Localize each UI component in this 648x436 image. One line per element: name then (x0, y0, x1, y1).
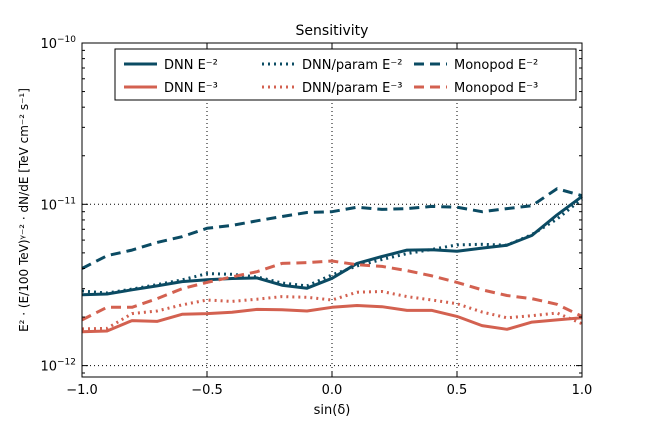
y-tick-label-base: 10 (40, 198, 57, 213)
legend-label-3: DNN E⁻³ (164, 81, 218, 96)
legend-label-2: Monopod E⁻² (454, 58, 538, 73)
chart-title: Sensitivity (296, 23, 369, 39)
legend-label-0: DNN E⁻² (164, 58, 218, 73)
x-tick-label: 0.0 (322, 383, 343, 398)
y-tick-label: 10−12 (40, 358, 76, 375)
y-tick-label-base: 10 (40, 37, 57, 52)
y-tick-label: 10−11 (40, 196, 76, 213)
x-axis-label: sin(δ) (314, 403, 351, 418)
series-line-4 (81, 290, 583, 331)
series-line-3 (81, 304, 583, 334)
x-tick-label: −1.0 (66, 383, 98, 398)
x-tick-label: −0.5 (191, 383, 223, 398)
legend-label-5: Monopod E⁻³ (454, 81, 538, 96)
x-tick-label: 0.5 (447, 383, 468, 398)
grid-lines (82, 43, 582, 377)
legend-label-1: DNN/param E⁻² (302, 58, 402, 73)
y-tick-label-exponent: −11 (57, 196, 76, 206)
y-tick-label-exponent: −12 (57, 358, 76, 368)
x-tick-label: 1.0 (572, 383, 593, 398)
y-tick-label-exponent: −10 (57, 35, 76, 45)
y-tick-label: 10−10 (40, 35, 76, 52)
series-line-2 (81, 187, 583, 270)
y-axis-label: E² · (E/100 TeV)ᵞ⁻² · dN/dE [TeV cm⁻² s⁻… (17, 88, 31, 332)
series-line-1 (81, 197, 583, 295)
legend: DNN E⁻² DNN/param E⁻² Monopod E⁻² DNN E⁻³ DN… (114, 48, 577, 101)
series-line-0 (81, 195, 583, 297)
legend-box (114, 48, 577, 101)
y-tick-label-base: 10 (40, 360, 57, 375)
series-layer (81, 187, 583, 334)
legend-label-4: DNN/param E⁻³ (302, 81, 402, 96)
series-line-5 (81, 259, 583, 322)
